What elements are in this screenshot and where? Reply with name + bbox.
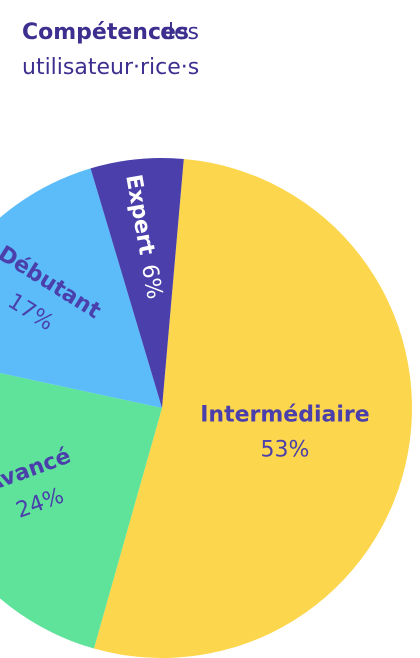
slice-label: Intermédiaire 53% <box>200 403 369 463</box>
pie-slice <box>93 158 412 658</box>
chart-title: des utilisateur·rice·s <box>22 20 199 80</box>
chart-title: Compétences <box>22 20 189 45</box>
pie-slice <box>90 157 184 408</box>
pie-slice <box>0 372 162 649</box>
value-label: 6% <box>136 262 167 301</box>
pie-slice <box>0 168 162 408</box>
title-bold: Compétences <box>22 20 189 45</box>
category-label: Intermédiaire <box>200 403 369 428</box>
value-label: 53% <box>260 438 309 463</box>
